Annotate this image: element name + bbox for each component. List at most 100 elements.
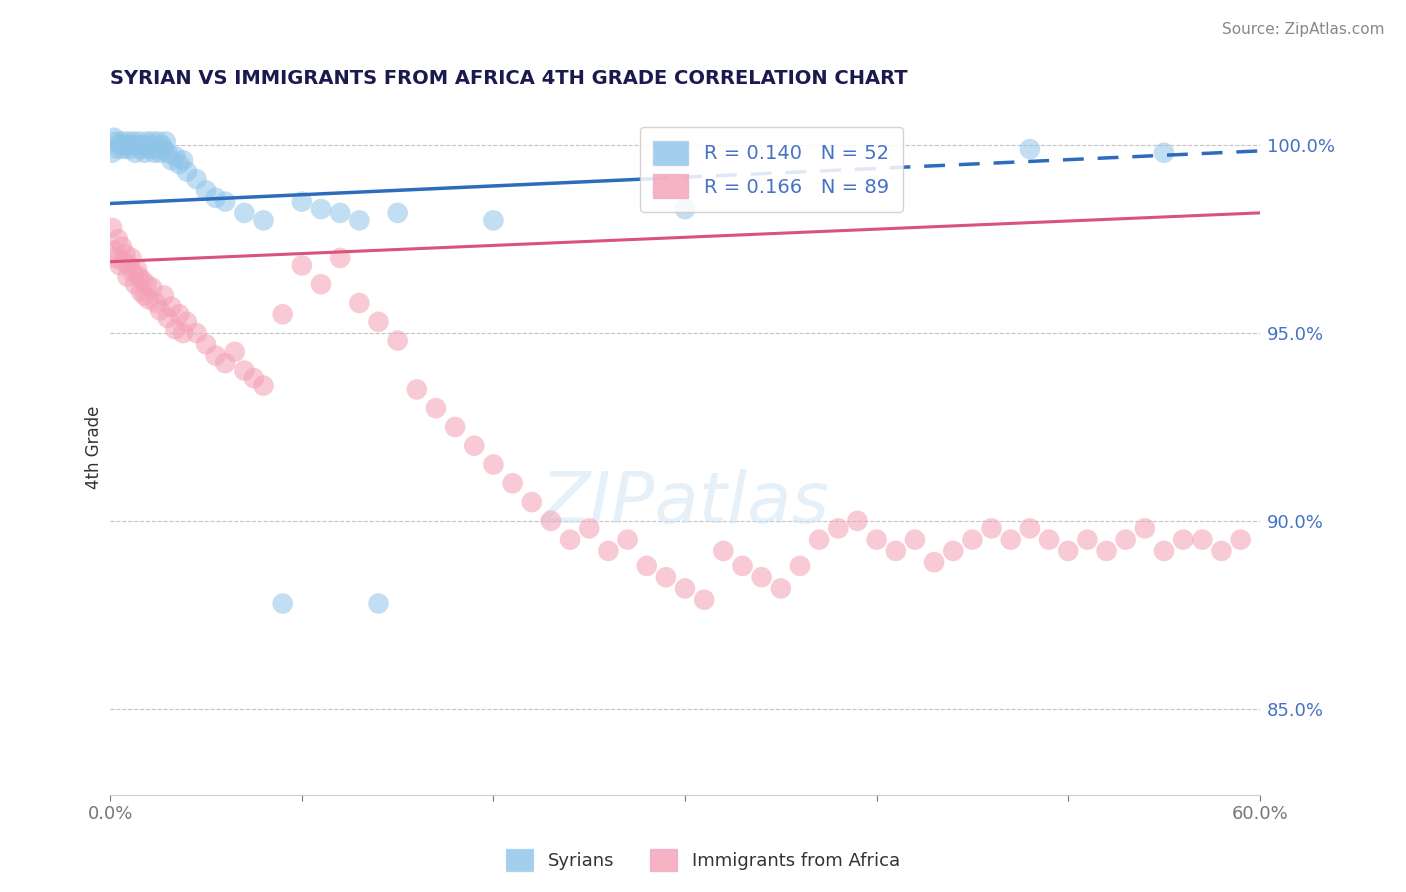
Point (108, 259, 131, 273)
Point (329, 251, 352, 265)
Point (252, 378, 274, 392)
Point (1211, 544, 1233, 558)
Point (204, 191, 226, 205)
Point (165, 322, 187, 336)
Point (482, 213, 505, 227)
Point (167, 157, 190, 171)
Legend: Syrians, Immigrants from Africa: Syrians, Immigrants from Africa (499, 842, 907, 879)
Point (233, 206, 256, 220)
Point (1115, 533, 1137, 547)
Point (808, 533, 831, 547)
Point (1173, 533, 1195, 547)
Point (101, 145, 124, 160)
Point (150, 138, 173, 153)
Point (112, 142, 135, 156)
Point (118, 259, 141, 273)
Point (598, 544, 620, 558)
Point (117, 135, 139, 149)
Point (349, 213, 371, 227)
Point (827, 521, 849, 535)
Point (1191, 533, 1213, 547)
Point (616, 533, 638, 547)
Point (172, 326, 194, 340)
Point (176, 315, 198, 329)
Point (922, 555, 945, 569)
Point (108, 138, 131, 153)
Point (153, 142, 176, 156)
Point (118, 142, 141, 156)
Point (1133, 521, 1156, 535)
Point (711, 544, 734, 558)
Point (138, 292, 160, 306)
Point (114, 247, 136, 261)
Point (143, 145, 166, 160)
Point (120, 138, 142, 153)
Point (673, 202, 696, 216)
Point (769, 582, 792, 596)
Point (107, 232, 129, 246)
Point (214, 194, 236, 209)
Point (846, 514, 869, 528)
Point (160, 300, 183, 314)
Point (155, 135, 177, 149)
Point (233, 363, 256, 377)
Point (122, 266, 145, 280)
Point (186, 326, 208, 340)
Point (1038, 533, 1060, 547)
Point (1095, 544, 1118, 558)
Point (145, 142, 167, 156)
Text: SYRIAN VS IMMIGRANTS FROM AFRICA 4TH GRADE CORRELATION CHART: SYRIAN VS IMMIGRANTS FROM AFRICA 4TH GRA… (110, 69, 908, 87)
Point (125, 262, 148, 277)
Point (156, 145, 179, 160)
Point (134, 288, 156, 302)
Point (149, 145, 172, 160)
Point (172, 153, 194, 168)
Point (132, 273, 155, 287)
Point (1229, 533, 1251, 547)
Point (114, 138, 136, 153)
Point (125, 138, 148, 153)
Point (135, 135, 157, 149)
Point (160, 153, 183, 168)
Point (1057, 544, 1080, 558)
Point (103, 244, 125, 258)
Point (444, 420, 467, 434)
Point (156, 311, 179, 326)
Point (149, 303, 172, 318)
Point (111, 240, 134, 254)
Point (134, 145, 156, 160)
Point (387, 334, 409, 348)
Point (349, 296, 371, 310)
Point (291, 194, 314, 209)
Point (291, 259, 314, 273)
Point (904, 533, 927, 547)
Point (578, 521, 600, 535)
Point (139, 138, 162, 153)
Point (520, 495, 543, 509)
Point (153, 288, 176, 302)
Point (655, 570, 678, 584)
Point (128, 135, 150, 149)
Point (252, 213, 274, 227)
Point (129, 142, 152, 156)
Point (214, 356, 236, 370)
Point (540, 514, 562, 528)
Point (1153, 145, 1175, 160)
Point (124, 277, 146, 292)
Point (138, 142, 160, 156)
Point (942, 544, 965, 558)
Point (502, 476, 524, 491)
Legend: R = 0.140   N = 52, R = 0.166   N = 89: R = 0.140 N = 52, R = 0.166 N = 89 (640, 128, 903, 211)
Point (243, 371, 266, 385)
Point (117, 269, 139, 284)
Point (309, 202, 332, 216)
Point (167, 307, 190, 321)
Point (751, 570, 773, 584)
Point (103, 130, 125, 145)
Point (271, 597, 294, 611)
Point (329, 206, 352, 220)
Point (865, 533, 887, 547)
Point (463, 439, 485, 453)
Point (1000, 533, 1022, 547)
Point (111, 135, 134, 149)
